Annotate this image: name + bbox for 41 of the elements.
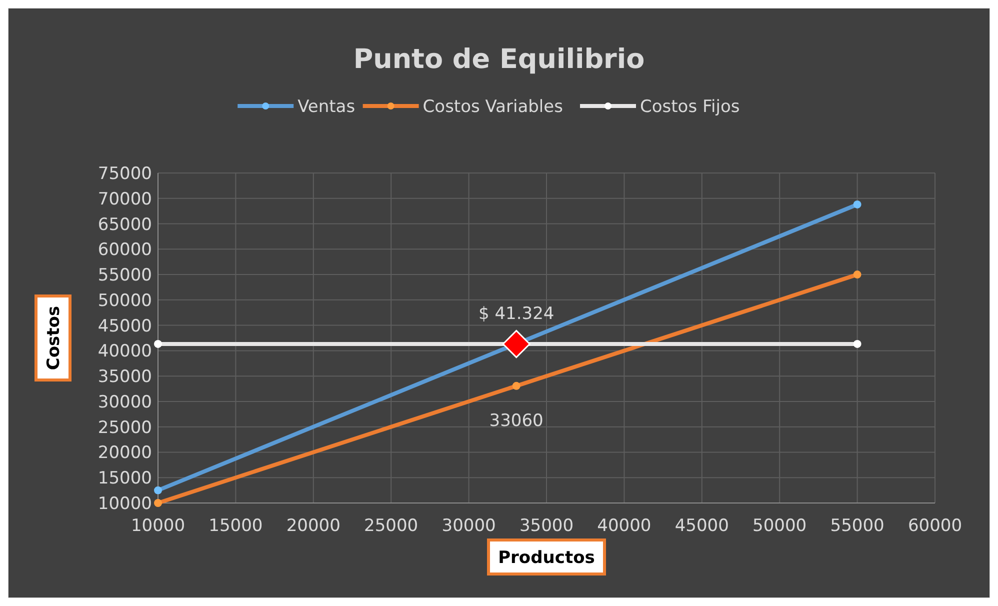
y-tick-label: 10000 xyxy=(98,494,152,514)
y-tick-label: 70000 xyxy=(98,189,152,210)
x-tick-label: 60000 xyxy=(908,516,962,536)
y-tick-label: 20000 xyxy=(98,443,152,464)
x-tick-label: 55000 xyxy=(830,516,884,536)
y-tick-label: 15000 xyxy=(98,468,152,489)
x-tick-label: 15000 xyxy=(208,516,263,536)
legend-label: Costos Variables xyxy=(422,97,564,117)
x-tick-label: 35000 xyxy=(519,516,574,536)
x-tick-label: 40000 xyxy=(597,516,652,536)
legend-label: Costos Fijos xyxy=(640,97,740,117)
y-tick-label: 35000 xyxy=(98,367,152,388)
point xyxy=(154,340,162,348)
point xyxy=(512,382,520,390)
y-axis-title: Costos xyxy=(44,306,64,370)
y-tick-label: 60000 xyxy=(98,240,152,260)
point xyxy=(502,330,530,358)
x-tick-label: 45000 xyxy=(674,516,729,536)
x-tick-label: 10000 xyxy=(130,516,186,536)
chart-title: Punto de Equilibrio xyxy=(353,44,645,75)
y-tick-label: 65000 xyxy=(98,214,152,235)
y-tick-label: 25000 xyxy=(98,418,152,438)
x-axis-title: Productos xyxy=(498,548,595,568)
point xyxy=(853,340,862,348)
x-tick-label: 25000 xyxy=(364,516,418,536)
data-label: 33060 xyxy=(489,410,544,431)
y-tick-label: 55000 xyxy=(98,266,152,286)
x-tick-label: 30000 xyxy=(442,516,496,536)
point xyxy=(154,486,162,494)
y-tick-label: 40000 xyxy=(98,342,152,362)
point xyxy=(853,200,862,208)
legend-label: Ventas xyxy=(298,97,356,117)
y-tick-label: 50000 xyxy=(98,290,152,311)
x-tick-label: 50000 xyxy=(752,516,807,536)
point xyxy=(154,499,162,507)
data-label: $ 41.324 xyxy=(478,304,554,324)
x-tick-label: 20000 xyxy=(286,516,340,536)
y-tick-label: 45000 xyxy=(98,316,152,336)
y-tick-label: 75000 xyxy=(98,164,152,184)
point xyxy=(853,270,862,279)
y-tick-label: 30000 xyxy=(98,392,152,412)
